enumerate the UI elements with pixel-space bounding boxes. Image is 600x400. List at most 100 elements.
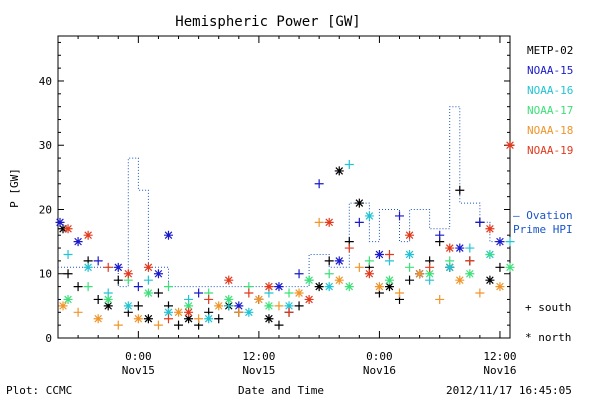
data-point-north — [445, 262, 455, 272]
legend-item: METP-02 — [527, 44, 573, 57]
data-point-south — [445, 256, 455, 266]
data-point-north — [133, 314, 143, 324]
data-point-south — [93, 294, 103, 304]
data-point-north — [184, 307, 194, 317]
data-point-north — [495, 282, 505, 292]
data-point-south — [465, 256, 475, 266]
data-point-south — [73, 307, 83, 317]
x-tick-label-time: 0:00 — [125, 350, 152, 363]
data-point-south — [435, 294, 445, 304]
data-point-south — [475, 217, 485, 227]
data-point-south — [113, 320, 123, 330]
data-point-north — [264, 301, 274, 311]
data-point-south — [153, 288, 163, 298]
data-point-south — [435, 230, 445, 240]
data-point-north — [73, 237, 83, 247]
data-point-north — [163, 230, 173, 240]
data-point-south — [234, 307, 244, 317]
data-point-north — [415, 269, 425, 279]
data-point-north — [113, 262, 123, 272]
plot-credit: Plot: CCMC — [6, 384, 72, 397]
data-point-south — [163, 314, 173, 324]
data-point-north — [304, 294, 314, 304]
data-point-south — [505, 237, 515, 247]
data-point-south — [194, 288, 204, 298]
x-tick-label-date: Nov16 — [363, 364, 396, 377]
x-tick-label-time: 0:00 — [366, 350, 393, 363]
series-noaa-18 — [58, 217, 505, 330]
data-point-north — [214, 301, 224, 311]
y-tick-label: 30 — [39, 139, 52, 152]
data-point-south — [103, 262, 113, 272]
plot-frame — [57, 35, 511, 339]
legend: METP-02 NOAA-15 NOAA-16 NOAA-17 NOAA-18 NOAA-… — [527, 44, 573, 157]
y-tick-label: 20 — [39, 203, 52, 216]
data-point-south — [354, 262, 364, 272]
data-point-north — [364, 269, 374, 279]
data-point-north — [224, 294, 234, 304]
data-point-south — [153, 320, 163, 330]
data-point-south — [324, 256, 334, 266]
legend-item: NOAA-19 — [527, 144, 573, 157]
data-point-north — [344, 282, 354, 292]
data-point-north — [374, 282, 384, 292]
x-tick-label-time: 12:00 — [483, 350, 516, 363]
data-point-south — [465, 243, 475, 253]
data-point-north — [294, 288, 304, 298]
data-point-south — [274, 320, 284, 330]
data-point-south — [63, 249, 73, 259]
data-point-south — [294, 269, 304, 279]
legend-item: NOAA-18 — [527, 124, 573, 137]
data-point-north — [334, 275, 344, 285]
data-point-south — [344, 243, 354, 253]
data-point-north — [174, 307, 184, 317]
data-point-north — [83, 262, 93, 272]
data-point-south — [425, 262, 435, 272]
data-point-north — [143, 314, 153, 324]
data-point-north — [143, 262, 153, 272]
data-point-north — [334, 166, 344, 176]
data-point-north — [405, 230, 415, 240]
data-point-south — [143, 275, 153, 285]
data-point-south — [395, 211, 405, 221]
data-point-south — [214, 314, 224, 324]
data-point-north — [123, 301, 133, 311]
data-point-south — [133, 282, 143, 292]
data-point-north — [284, 301, 294, 311]
data-point-north — [334, 256, 344, 266]
ovation-hpi-series — [58, 106, 510, 288]
satellite-series — [55, 140, 515, 330]
data-point-south — [384, 249, 394, 259]
y-tick-label: 10 — [39, 268, 52, 281]
data-point-south — [294, 301, 304, 311]
data-point-north — [314, 282, 324, 292]
x-tick-label-time: 12:00 — [242, 350, 275, 363]
data-point-north — [244, 307, 254, 317]
data-point-south — [204, 294, 214, 304]
data-point-south — [455, 185, 465, 195]
series-noaa-15 — [55, 179, 505, 311]
legend-item: NOAA-16 — [527, 84, 573, 97]
data-point-north — [143, 288, 153, 298]
data-point-south — [324, 269, 334, 279]
data-point-south — [314, 179, 324, 189]
data-point-south — [174, 320, 184, 330]
data-point-south — [485, 249, 495, 259]
series-metp-02 — [58, 140, 515, 330]
data-point-north — [485, 224, 495, 234]
data-point-south — [364, 256, 374, 266]
marker-key: + south * north — [525, 301, 571, 344]
data-point-north — [153, 269, 163, 279]
data-point-north — [234, 301, 244, 311]
data-point-north — [354, 198, 364, 208]
x-tick-label-date: Nov15 — [122, 364, 155, 377]
data-point-south — [344, 160, 354, 170]
legend-item: NOAA-17 — [527, 104, 573, 117]
data-point-south — [395, 288, 405, 298]
ovation-hpi-line — [58, 106, 510, 288]
data-point-north — [405, 249, 415, 259]
data-point-north — [63, 224, 73, 234]
data-point-north — [505, 140, 515, 150]
